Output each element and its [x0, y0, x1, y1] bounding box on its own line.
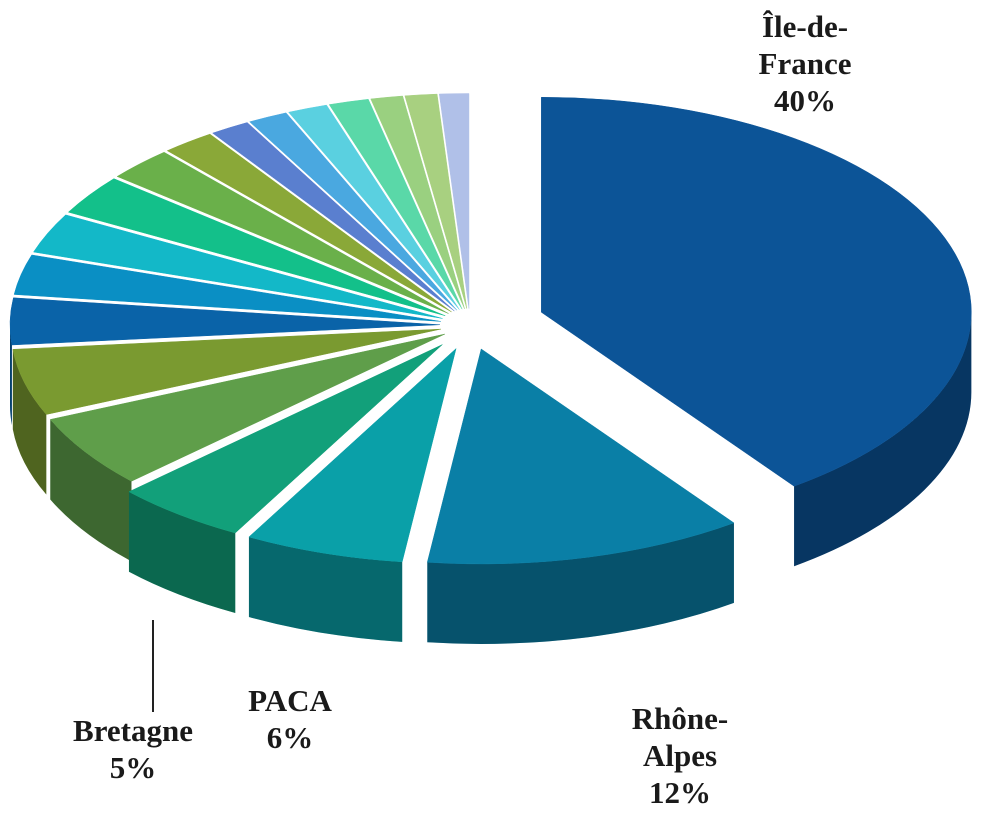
slice	[12, 328, 441, 415]
category-label: Rhône-Alpes	[631, 701, 729, 773]
slice	[128, 344, 443, 534]
slice	[248, 347, 457, 563]
label-group: Bretagne 5%	[48, 712, 218, 786]
slice	[49, 333, 446, 482]
slice-side-shade	[12, 349, 47, 495]
label-group: PACA 6%	[230, 682, 350, 756]
value-label: 12%	[649, 775, 711, 810]
value-label: 6%	[266, 720, 314, 755]
slice-side-shade	[794, 312, 972, 567]
value-label: 5%	[109, 750, 157, 785]
category-label: PACA	[248, 683, 332, 718]
slice-side	[427, 522, 734, 644]
slice	[438, 93, 470, 309]
slice	[67, 178, 446, 316]
slices	[9, 93, 972, 644]
slice-side	[794, 312, 972, 567]
label-group: Rhône-Alpes 12%	[600, 700, 760, 811]
slice	[166, 133, 452, 313]
slice-side-shade	[427, 522, 734, 644]
slice-side	[248, 536, 403, 642]
value-label: 40%	[774, 83, 836, 118]
slice-side-shade	[50, 419, 132, 562]
slice	[33, 214, 443, 319]
category-label: Île-de-France	[758, 9, 852, 81]
slice	[212, 122, 455, 312]
slice	[541, 97, 972, 487]
slice	[13, 254, 441, 322]
slice	[404, 93, 468, 309]
slice	[249, 112, 457, 311]
slice-side-shade	[248, 536, 403, 642]
slice-side-shade	[128, 491, 236, 613]
slice	[426, 348, 735, 565]
slice-side	[12, 349, 47, 495]
slice	[288, 104, 460, 310]
slice-side	[10, 324, 12, 425]
slice-side	[50, 419, 132, 562]
slice	[328, 98, 463, 310]
slice-side-shade	[10, 324, 12, 425]
slice	[116, 151, 449, 314]
label-group: Île-de-France 40%	[735, 8, 875, 119]
slice	[9, 297, 441, 346]
category-label: Bretagne	[73, 713, 193, 748]
slice-side	[128, 491, 236, 613]
slice	[370, 95, 465, 309]
